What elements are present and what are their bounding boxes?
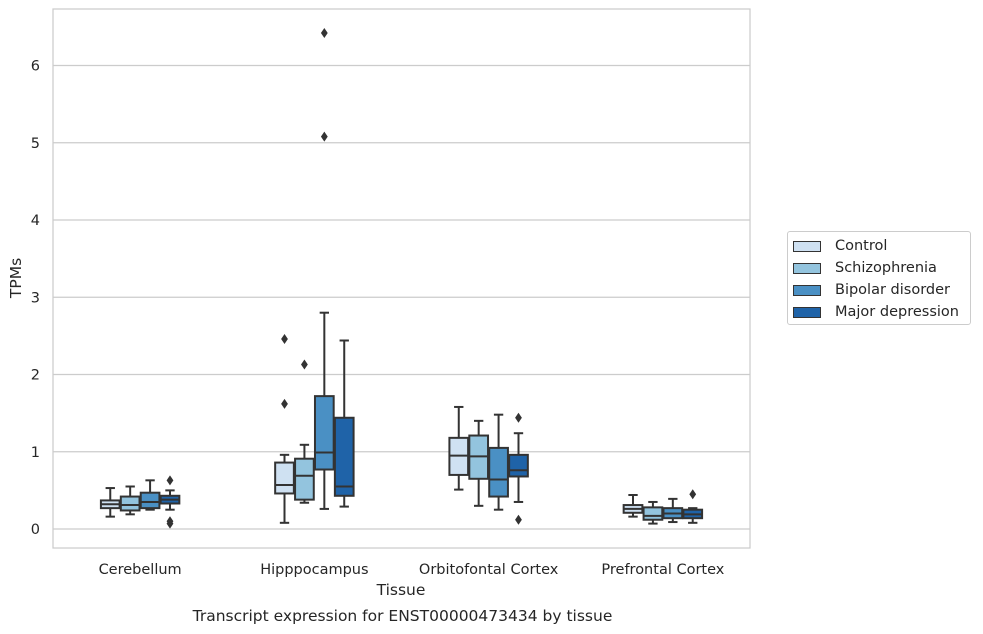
outlier-point (515, 514, 522, 525)
x-tick-label: Hipppocampus (260, 562, 368, 578)
legend-label: Major depression (835, 304, 959, 320)
legend: Control Schizophrenia Bipolar disorder M… (787, 231, 971, 325)
box-iqr (488, 446, 509, 498)
legend-item-major-depression: Major depression (793, 302, 959, 322)
outlier-point (301, 359, 308, 370)
outlier-point (166, 516, 174, 527)
outlier-point (320, 131, 328, 142)
box (333, 339, 355, 508)
y-tick-labels: 0 1 2 3 4 5 6 (31, 59, 40, 539)
y-tick-label: 6 (31, 59, 40, 75)
legend-swatch (793, 240, 821, 252)
box (488, 413, 509, 511)
legend-item-control: Control (793, 236, 887, 256)
legend-swatch (793, 262, 821, 274)
legend-item-schizophrenia: Schizophrenia (793, 258, 937, 278)
box (682, 489, 704, 524)
box (119, 485, 141, 516)
chart-caption: Transcript expression for ENST0000047343… (192, 607, 613, 625)
box-groups (99, 28, 704, 529)
y-tick-label: 0 (31, 522, 40, 538)
box-iqr (119, 495, 141, 512)
box (662, 497, 684, 524)
legend-label: Schizophrenia (835, 260, 937, 276)
box (448, 405, 470, 491)
legend-label: Control (835, 238, 888, 254)
box-iqr (294, 457, 315, 501)
outlier-point (689, 489, 697, 500)
y-tick-label: 2 (31, 368, 40, 384)
box (274, 333, 295, 524)
y-tick-label: 3 (31, 290, 40, 306)
box (159, 475, 181, 529)
box (294, 359, 315, 504)
box-iqr (508, 453, 529, 478)
y-axis-label: TPMs (7, 258, 25, 299)
box-iqr (642, 506, 664, 521)
box (99, 487, 121, 518)
box (508, 412, 529, 525)
box-iqr (139, 491, 161, 510)
y-tick-label: 1 (31, 445, 40, 461)
box (642, 500, 664, 525)
box-iqr (313, 395, 335, 471)
y-tick-label: 5 (31, 136, 40, 152)
x-axis-label: Tissue (376, 581, 426, 599)
x-tick-labels: Cerebellum Hipppocampus Orbitofontal Corte… (99, 562, 725, 578)
plot-frame (52, 8, 751, 549)
series-major-depression (159, 339, 704, 529)
legend-swatch (793, 284, 821, 296)
outlier-point (320, 28, 328, 39)
box (139, 479, 161, 511)
legend-label: Bipolar disorder (835, 282, 950, 298)
x-tick-label: Orbitofontal Cortex (419, 562, 559, 578)
legend-item-bipolar-disorder: Bipolar disorder (793, 280, 950, 300)
outlier-point (515, 412, 522, 423)
series-bipolar-disorder (139, 28, 684, 524)
box (468, 419, 490, 507)
gridlines (53, 64, 750, 530)
x-tick-label: Cerebellum (99, 562, 182, 578)
series-control (99, 333, 644, 524)
box-iqr (333, 416, 355, 497)
outlier-point (166, 475, 174, 486)
y-tick-label: 4 (31, 213, 40, 229)
series-schizophrenia (119, 359, 664, 525)
box (313, 28, 335, 510)
x-tick-label: Prefrontal Cortex (601, 562, 724, 578)
outlier-point (281, 333, 288, 344)
outlier-point (281, 398, 288, 409)
box-iqr (274, 461, 295, 495)
box (622, 494, 644, 518)
legend-swatch (793, 306, 821, 318)
